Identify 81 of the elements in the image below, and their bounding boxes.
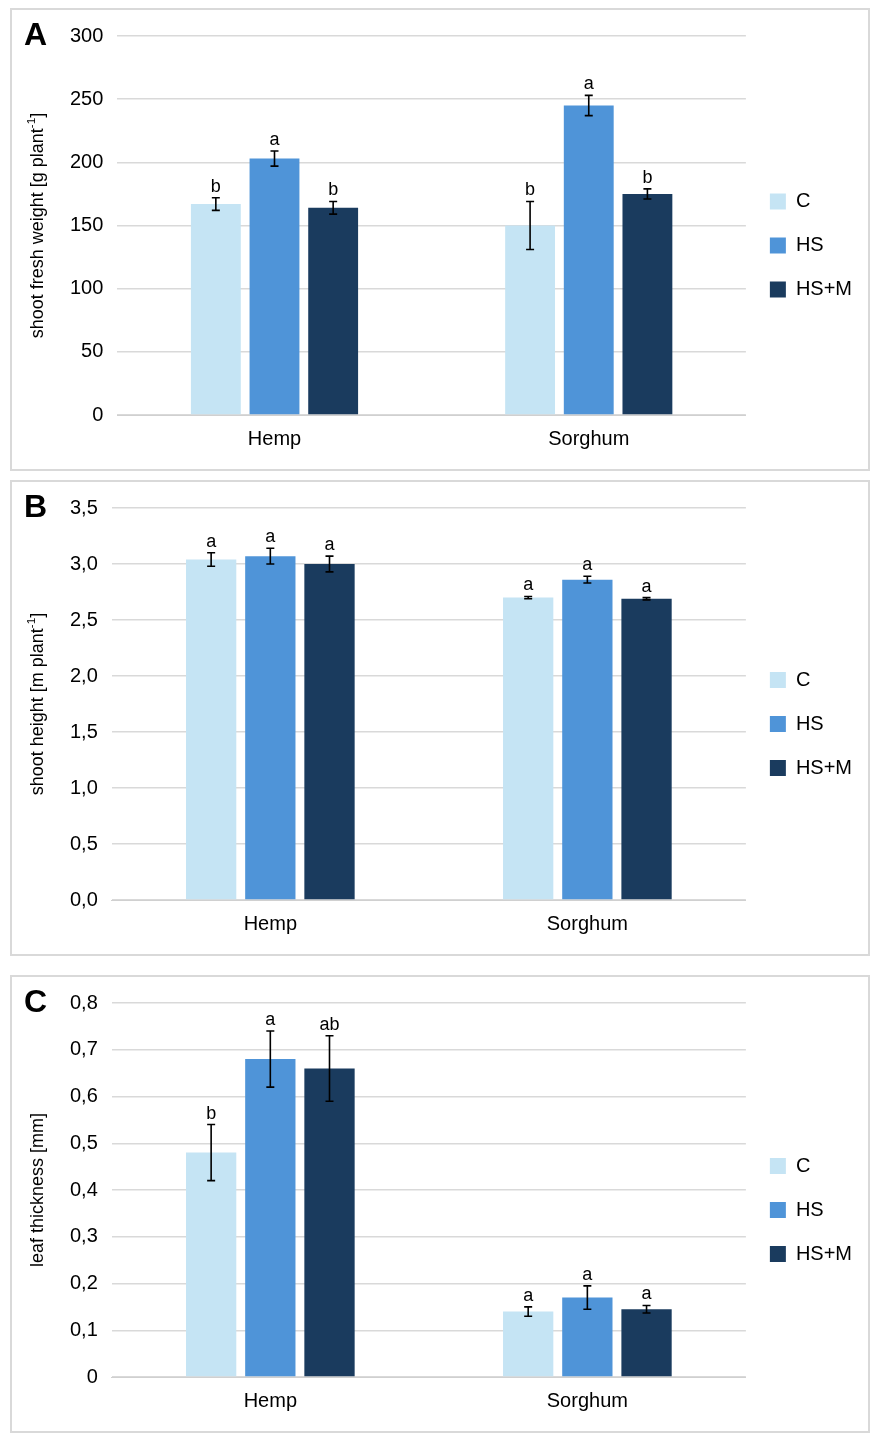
y-tick-label: 3,0 (69, 551, 98, 574)
y-tick-label: 0,3 (69, 1224, 98, 1247)
legend-label: HS (795, 233, 824, 256)
y-tick-label: 0 (92, 402, 104, 425)
bar (185, 559, 237, 900)
y-tick-label: 2,5 (69, 607, 98, 630)
x-tick-label: Sorghum (546, 1388, 628, 1411)
data-label: a (324, 534, 336, 555)
data-label: a (265, 526, 277, 547)
legend-label: HS+M (795, 277, 852, 300)
data-label: a (206, 530, 218, 551)
y-tick-label: 0,8 (69, 990, 98, 1013)
data-label: b (525, 179, 536, 200)
chart-title: B (24, 487, 48, 524)
bar (621, 1309, 672, 1377)
y-axis-title: shoot fresh weight [g plant-1] (23, 112, 47, 339)
data-label: b (206, 1102, 217, 1123)
y-tick-label: 250 (69, 86, 104, 109)
data-label: a (582, 1263, 594, 1284)
y-tick-label: 0,4 (69, 1177, 98, 1200)
legend-label: HS+M (795, 755, 852, 778)
y-tick-label: 1,0 (69, 775, 98, 798)
bar (190, 204, 241, 415)
bar (503, 597, 554, 900)
y-tick-label: 2,0 (69, 663, 98, 686)
bar (562, 579, 613, 900)
bar (185, 1152, 237, 1377)
bar (304, 1068, 355, 1377)
data-label: b (328, 179, 339, 200)
bar (308, 207, 359, 415)
x-tick-label: Hemp (247, 426, 302, 449)
y-tick-label: 0 (86, 1364, 98, 1387)
data-label: a (523, 1284, 535, 1305)
data-label: ab (319, 1013, 340, 1034)
y-tick-label: 50 (81, 339, 104, 362)
y-tick-label: 3,5 (69, 495, 98, 518)
y-tick-label: 0,0 (69, 887, 98, 910)
x-tick-label: Hemp (243, 911, 297, 934)
legend-label: HS (795, 1197, 824, 1220)
x-tick-label: Sorghum (548, 426, 630, 449)
bar (621, 598, 672, 900)
y-tick-label: 0,5 (69, 831, 98, 854)
data-label: a (641, 1283, 653, 1304)
y-tick-label: 200 (69, 149, 104, 172)
y-axis-title: leaf thickness [mm] (26, 1112, 47, 1268)
bar (503, 1311, 554, 1377)
legend-label: C (795, 1153, 811, 1176)
y-tick-label: 0,5 (69, 1130, 98, 1153)
chart-title: C (24, 982, 48, 1019)
legend-label: C (795, 667, 811, 690)
data-label: a (582, 554, 594, 575)
x-tick-label: Hemp (243, 1388, 297, 1411)
y-tick-label: 1,5 (69, 719, 98, 742)
bar (563, 105, 614, 415)
data-label: a (265, 1009, 277, 1030)
y-tick-label: 0,6 (69, 1084, 98, 1107)
y-tick-label: 150 (69, 213, 104, 236)
bar (505, 225, 556, 415)
y-tick-label: 0,1 (69, 1317, 98, 1340)
legend-label: HS+M (795, 1241, 852, 1264)
y-tick-label: 0,7 (69, 1037, 98, 1060)
y-axis-title: shoot height [m plant-1] (23, 612, 47, 796)
bar (249, 158, 300, 415)
y-tick-label: 100 (69, 276, 104, 299)
legend-label: HS (795, 711, 824, 734)
bar (562, 1297, 613, 1377)
data-label: a (269, 128, 281, 149)
chart-title: A (24, 15, 48, 52)
x-tick-label: Sorghum (546, 911, 628, 934)
bar (622, 193, 673, 415)
legend-label: C (795, 189, 811, 212)
data-label: b (642, 166, 653, 187)
data-label: a (583, 73, 595, 94)
y-tick-label: 0,2 (69, 1271, 98, 1294)
y-tick-label: 300 (69, 23, 104, 46)
data-label: b (210, 175, 221, 196)
bar (245, 556, 296, 900)
bar (304, 564, 355, 900)
data-label: a (641, 575, 653, 596)
bar (245, 1059, 296, 1377)
data-label: a (523, 574, 535, 595)
